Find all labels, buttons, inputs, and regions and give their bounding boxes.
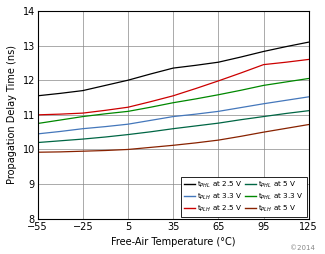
Text: ©2014: ©2014	[290, 245, 315, 251]
Y-axis label: Propagation Delay Time (ns): Propagation Delay Time (ns)	[7, 45, 17, 184]
Legend: t$_{PHL}$ at 2.5 V, t$_{PLH}$ at 3.3 V, t$_{PLH}$ at 2.5 V, t$_{PHL}$ at 5 V, t$: t$_{PHL}$ at 2.5 V, t$_{PLH}$ at 3.3 V, …	[181, 177, 306, 217]
X-axis label: Free-Air Temperature (°C): Free-Air Temperature (°C)	[111, 237, 235, 247]
